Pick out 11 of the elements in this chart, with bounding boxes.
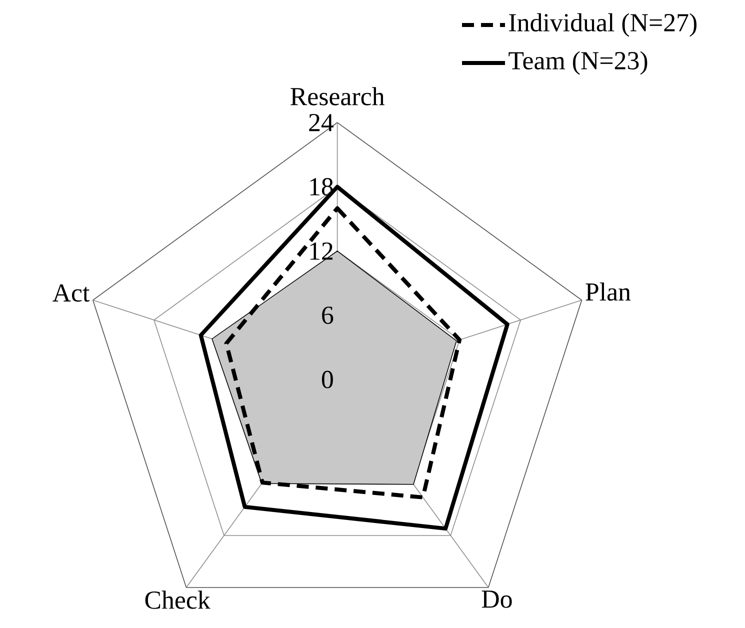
y-tick-label: 0	[322, 370, 333, 388]
spoke-label: Do	[482, 590, 512, 608]
spoke-label: Research	[290, 87, 384, 106]
y-tick-label: 24	[309, 114, 334, 132]
y-tick-label: 12	[310, 242, 332, 260]
legend-label: Team (N=23)	[508, 51, 648, 75]
spoke-label: Act	[52, 284, 90, 302]
spoke-label: Check	[145, 590, 210, 609]
spoke-label: Plan	[586, 282, 631, 301]
legend-label: Individual (N=27)	[509, 13, 696, 37]
y-tick-label: 6	[322, 306, 334, 324]
